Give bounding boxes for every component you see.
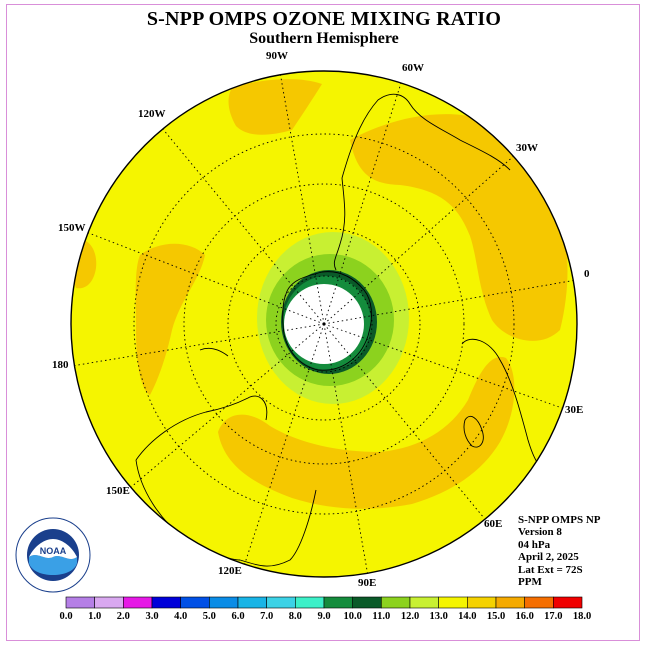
coastlines bbox=[135, 93, 549, 567]
info-date: April 2, 2025 bbox=[518, 551, 579, 564]
ozone-band-top bbox=[228, 79, 322, 135]
svg-text:NOAA: NOAA bbox=[40, 546, 67, 556]
map-title: S-NPP OMPS OZONE MIXING RATIO bbox=[146, 8, 502, 30]
lon-label-0: 0 bbox=[584, 268, 590, 280]
lon-label-120w: 120W bbox=[138, 108, 166, 120]
ozone-band-lower bbox=[218, 356, 515, 509]
lon-label-90w: 90W bbox=[266, 50, 288, 62]
lon-label-30w: 30W bbox=[516, 142, 538, 154]
info-level: 04 hPa bbox=[518, 538, 551, 551]
info-units: PPM bbox=[518, 576, 542, 589]
info-lat-extent: Lat Ext = 72S bbox=[518, 563, 583, 576]
lon-label-60w: 60W bbox=[402, 62, 424, 74]
figure-frame bbox=[6, 4, 640, 641]
lon-label-90e: 90E bbox=[358, 577, 377, 589]
lon-label-120e: 120E bbox=[218, 565, 242, 577]
noaa-logo: NOAA bbox=[15, 517, 91, 593]
info-instrument: S-NPP OMPS NP bbox=[518, 514, 601, 526]
info-block: S-NPP OMPS NP Version 8 04 hPa April 2, … bbox=[518, 514, 601, 588]
latitude-circles bbox=[133, 133, 515, 515]
map-subtitle: Southern Hemisphere bbox=[249, 30, 399, 47]
lon-label-150w: 150W bbox=[58, 222, 86, 234]
map-outline bbox=[70, 70, 578, 578]
meridians bbox=[71, 71, 577, 577]
info-version: Version 8 bbox=[518, 526, 562, 539]
ozone-band-left bbox=[135, 243, 205, 395]
lon-label-30e: 30E bbox=[565, 404, 584, 416]
lon-label-180: 180 bbox=[52, 359, 69, 371]
lon-label-150e: 150E bbox=[106, 485, 130, 497]
lon-label-60e: 60E bbox=[484, 518, 503, 530]
ozone-band-right bbox=[350, 114, 568, 341]
